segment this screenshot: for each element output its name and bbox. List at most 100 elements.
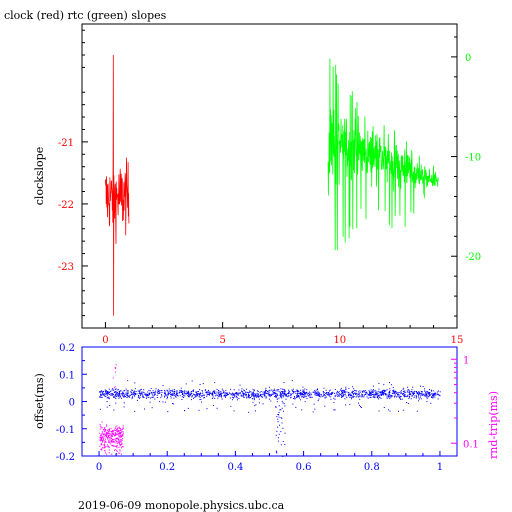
offset-point (187, 407, 189, 409)
rnd-trip-point (114, 366, 116, 368)
offset-point (176, 390, 178, 392)
offset-point (355, 393, 357, 395)
offset-point (232, 399, 233, 401)
offset-point (145, 397, 147, 399)
offset-point (418, 400, 420, 402)
offset-point (336, 393, 338, 395)
offset-point (331, 392, 333, 394)
rnd-trip-point (104, 447, 106, 449)
offset-point (142, 396, 144, 398)
offset-point (399, 394, 401, 396)
rnd-trip-point (115, 434, 117, 436)
offset-point (407, 403, 409, 404)
offset-point (243, 389, 245, 391)
rnd-trip-point (120, 438, 122, 440)
offset-point (358, 393, 360, 395)
offset-point (212, 396, 214, 398)
offset-point (379, 392, 381, 394)
rnd-trip-point (117, 437, 119, 439)
offset-point (123, 395, 125, 397)
offset-point (167, 411, 169, 413)
offset-point (101, 393, 103, 395)
offset-point (237, 393, 239, 395)
offset-point (256, 392, 258, 394)
offset-point (137, 397, 139, 399)
rnd-trip-point (103, 445, 105, 447)
offset-point (351, 390, 353, 392)
offset-point (286, 395, 288, 397)
offset-point (241, 388, 243, 390)
offset-point (268, 398, 270, 400)
offset-point (247, 392, 249, 394)
rnd-trip-point (101, 436, 103, 438)
offset-point (133, 392, 135, 393)
rnd-trip-point (104, 443, 106, 445)
offset-point (142, 395, 144, 397)
offset-point (435, 394, 437, 396)
offset-point (214, 390, 216, 392)
offset-point (219, 394, 221, 395)
offset-point (370, 392, 372, 394)
offset-point (383, 394, 385, 396)
offset-point (202, 395, 204, 396)
rnd-trip-point (122, 446, 124, 448)
offset-point (153, 396, 155, 398)
offset-point (280, 395, 282, 396)
offset-point (322, 392, 324, 394)
offset-point (368, 394, 370, 396)
offset-point (411, 395, 413, 397)
offset-point (253, 391, 254, 393)
offset-point (341, 391, 342, 393)
offset-point (272, 392, 274, 394)
rnd-trip-point (102, 446, 104, 448)
offset-point (431, 397, 433, 398)
upper-right-y-tick-label: -10 (465, 153, 481, 164)
offset-point (208, 393, 210, 395)
rnd-trip-point (108, 445, 109, 447)
offset-point (280, 392, 281, 394)
offset-point (370, 394, 372, 396)
offset-point (406, 402, 408, 403)
offset-point (351, 395, 353, 397)
offset-point (276, 401, 278, 403)
offset-point (280, 395, 282, 397)
offset-point (264, 396, 266, 398)
rnd-trip-point (108, 435, 110, 436)
offset-point (276, 389, 278, 391)
offset-point (342, 394, 344, 396)
offset-point (416, 392, 418, 394)
offset-point (271, 393, 273, 395)
rnd-trip-point (120, 444, 121, 446)
offset-point (334, 398, 336, 400)
rnd-trip-point (118, 442, 120, 444)
offset-point (418, 391, 420, 393)
offset-point (420, 396, 421, 398)
offset-point (284, 393, 286, 395)
offset-point (402, 409, 404, 411)
offset-point (233, 410, 235, 412)
offset-point (248, 394, 250, 396)
offset-point (328, 392, 330, 394)
offset-point (429, 395, 431, 397)
offset-point (284, 444, 286, 445)
offset-point (151, 393, 153, 395)
offset-point (389, 398, 391, 399)
offset-point (149, 390, 151, 392)
offset-point (397, 393, 399, 395)
offset-point (436, 393, 438, 395)
offset-point (207, 390, 209, 392)
offset-point (160, 397, 162, 399)
offset-point (367, 394, 369, 396)
offset-point (309, 397, 311, 398)
offset-point (315, 395, 317, 396)
offset-point (119, 390, 121, 392)
offset-point (198, 395, 200, 397)
rnd-trip-point (121, 453, 122, 455)
offset-point (176, 393, 178, 395)
rnd-trip-point (118, 446, 120, 448)
offset-point (281, 417, 283, 419)
offset-point (158, 390, 160, 392)
rnd-trip-point (113, 441, 115, 443)
offset-point (255, 395, 257, 397)
upper-x-tick-label: 0 (102, 335, 108, 346)
